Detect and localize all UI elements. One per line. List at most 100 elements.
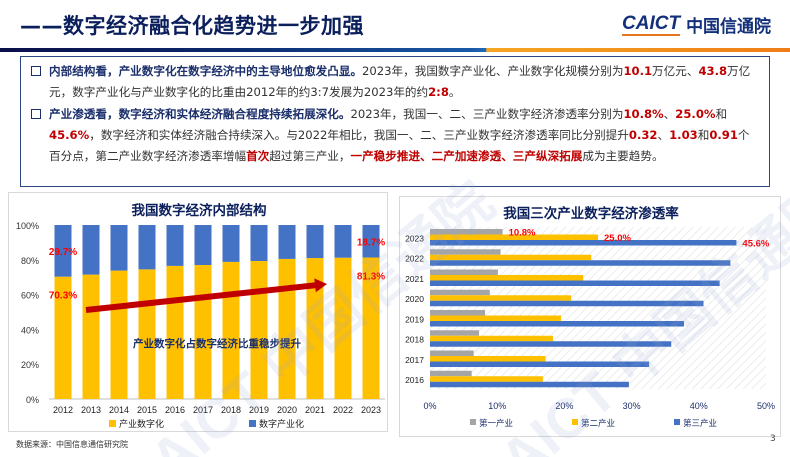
bar-tertiary-industry xyxy=(430,280,720,286)
highlight-text: 10.8% xyxy=(623,107,664,121)
bar-tertiary-industry xyxy=(430,341,672,347)
y-tick-label: 2023 xyxy=(405,233,424,243)
trend-annotation: 产业数字化占数字经济比重稳步提升 xyxy=(133,337,301,350)
data-label: 81.3% xyxy=(357,272,385,283)
y-tick-label: 40% xyxy=(21,325,39,335)
x-tick-label: 0% xyxy=(423,401,436,411)
y-tick-label: 60% xyxy=(21,291,39,301)
lead-heading: 产业渗透看，数字经济和实体经济融合程度持续拓展深化。 xyxy=(49,107,351,121)
bar-primary-industry xyxy=(430,370,472,377)
highlight-text: 2:8 xyxy=(428,85,449,99)
body-text: 万亿元、 xyxy=(652,64,699,78)
body-text: 个百分点，第二产业数字经济渗透率增幅 xyxy=(49,128,750,163)
y-tick-label: 2018 xyxy=(405,335,424,345)
x-tick-label: 50% xyxy=(757,401,775,411)
bar-segment-digital-industrialization xyxy=(82,225,100,275)
bar-segment-digital-industrialization xyxy=(166,225,184,266)
bar-segment-industrial-digitization xyxy=(166,265,184,399)
bar-tertiary-industry xyxy=(430,260,731,266)
bar-segment-industrial-digitization xyxy=(110,270,128,399)
x-tick-label: 2017 xyxy=(193,405,213,415)
trend-arrow-shaft xyxy=(85,282,318,313)
y-tick-label: 2016 xyxy=(405,375,424,385)
y-tick-label: 80% xyxy=(21,256,39,266)
bar-segment-industrial-digitization xyxy=(194,265,212,399)
square-bullet-icon xyxy=(31,109,41,119)
bar-segment-digital-industrialization xyxy=(306,225,324,259)
bar-segment-digital-industrialization xyxy=(334,225,352,258)
bar-segment-industrial-digitization xyxy=(306,258,324,399)
body-text: 超过第三产业， xyxy=(269,149,351,163)
x-tick-label: 2023 xyxy=(361,405,381,415)
bar-primary-industry xyxy=(430,310,486,316)
bar-segment-digital-industrialization xyxy=(110,225,128,271)
highlight-text: 1.03 xyxy=(669,128,698,142)
y-tick-label: 2022 xyxy=(405,254,424,264)
highlight-text: 0.91 xyxy=(709,128,738,142)
data-label: 18.7% xyxy=(357,237,385,248)
data-label: 45.6% xyxy=(742,239,769,250)
legend-label: 数字产业化 xyxy=(259,418,304,430)
legend-swatch xyxy=(674,419,680,425)
bar-segment-industrial-digitization xyxy=(222,261,240,399)
x-tick-label: 2020 xyxy=(277,405,297,415)
x-tick-label: 2022 xyxy=(333,405,353,415)
legend-swatch xyxy=(109,420,116,427)
body-text: 和 xyxy=(697,128,710,142)
x-tick-label: 2014 xyxy=(109,405,129,415)
y-tick-label: 2020 xyxy=(405,294,424,304)
body-text: 和 xyxy=(715,107,728,121)
y-tick-label: 20% xyxy=(21,360,39,370)
bar-segment-industrial-digitization xyxy=(54,276,72,399)
bar-segment-digital-industrialization xyxy=(250,225,268,262)
logo-text-en: CAICT xyxy=(622,12,681,36)
data-label: 25.0% xyxy=(604,233,631,244)
x-tick-label: 2016 xyxy=(165,405,185,415)
body-text: 、 xyxy=(657,128,670,142)
summary-box: 内部结构看，产业数字化在数字经济中的主导地位愈发凸显。2023年，我国数字产业化… xyxy=(20,56,770,187)
bar-segment-digital-industrialization xyxy=(138,225,156,270)
highlight-text: 首次 xyxy=(246,149,270,163)
body-text: 2023年，我国一、二、三产业数字经济渗透率分别为 xyxy=(350,107,624,121)
stacked-bar-chart: 我国数字经济内部结构 0% 20% 40% 60% 80% 100% 2012 2013 2014… xyxy=(16,202,385,430)
x-tick-label: 30% xyxy=(623,401,641,411)
highlight-text: 0.32 xyxy=(628,128,658,142)
bar-secondary-industry xyxy=(430,254,592,261)
bar-segment-digital-industrialization xyxy=(54,225,72,277)
y-tick-label: 0% xyxy=(26,395,39,405)
bar-tertiary-industry xyxy=(430,321,685,327)
page-number: 3 xyxy=(770,434,776,444)
bar-primary-industry xyxy=(430,229,503,235)
bar-primary-industry xyxy=(430,269,498,275)
chart-title: 我国数字经济内部结构 xyxy=(132,202,267,219)
y-tick-label: 100% xyxy=(16,221,39,231)
legend-label: 第三产业 xyxy=(683,418,717,429)
legend-swatch xyxy=(572,419,578,425)
bar-primary-industry xyxy=(430,330,480,336)
x-tick-label: 20% xyxy=(555,401,573,411)
bar-tertiary-industry xyxy=(430,381,629,388)
highlight-text: 10.1 xyxy=(623,64,653,78)
x-tick-label: 2015 xyxy=(137,405,157,415)
bar-secondary-industry xyxy=(430,356,546,362)
square-bullet-icon xyxy=(31,66,41,76)
header-divider xyxy=(0,48,790,52)
y-tick-label: 2017 xyxy=(405,355,424,365)
body-text: 。 xyxy=(448,85,461,99)
x-tick-label: 2013 xyxy=(81,405,101,415)
bar-segment-industrial-digitization xyxy=(138,269,156,399)
data-source-note: 数据来源：中国信息通信研究院 xyxy=(16,440,128,449)
body-text: 成为主要趋势。 xyxy=(582,149,664,163)
legend-label: 第一产业 xyxy=(479,418,513,429)
x-tick-label: 2019 xyxy=(249,405,269,415)
bar-segment-industrial-digitization xyxy=(362,257,380,399)
trend-arrow-head-icon xyxy=(314,278,327,293)
bar-segment-industrial-digitization xyxy=(278,258,296,399)
bar-primary-industry xyxy=(430,350,474,356)
bar-secondary-industry xyxy=(430,335,553,342)
bar-primary-industry xyxy=(430,289,490,296)
data-label: 70.3% xyxy=(49,291,77,302)
legend-label: 第二产业 xyxy=(581,418,615,429)
y-tick-label: 2021 xyxy=(405,274,424,284)
y-tick-label: 2019 xyxy=(405,314,424,324)
